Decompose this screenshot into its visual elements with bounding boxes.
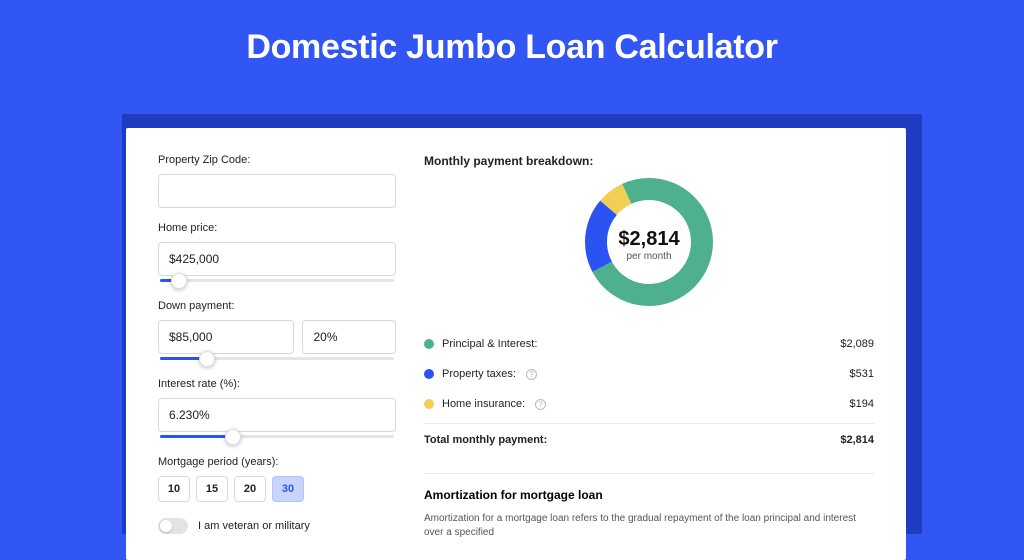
breakdown-column: Monthly payment breakdown: $2,814 per mo…: [424, 154, 874, 540]
period-btn-30[interactable]: 30: [272, 476, 304, 502]
rate-slider[interactable]: [160, 435, 394, 438]
legend-row: Property taxes:? $531: [424, 359, 874, 389]
form-column: Property Zip Code: Home price: Down paym…: [158, 154, 396, 540]
period-field: Mortgage period (years): 10152030: [158, 456, 396, 502]
rate-input[interactable]: [158, 398, 396, 432]
rate-slider-fill: [160, 435, 233, 438]
down-amount-input[interactable]: [158, 320, 294, 354]
toggle-knob: [160, 520, 172, 532]
legend-label: Property taxes:: [442, 368, 516, 380]
total-value: $2,814: [840, 434, 874, 446]
info-icon[interactable]: ?: [526, 369, 537, 380]
legend-label: Principal & Interest:: [442, 338, 537, 350]
zip-input[interactable]: [158, 174, 396, 208]
down-slider-thumb[interactable]: [199, 351, 215, 367]
legend-value: $194: [850, 398, 874, 410]
veteran-label: I am veteran or military: [198, 520, 310, 532]
price-slider[interactable]: [160, 279, 394, 282]
info-icon[interactable]: ?: [535, 399, 546, 410]
amortization-text: Amortization for a mortgage loan refers …: [424, 512, 874, 540]
zip-field: Property Zip Code:: [158, 154, 396, 208]
down-slider[interactable]: [160, 357, 394, 360]
donut-amount: $2,814: [618, 228, 679, 251]
legend-dot: [424, 339, 434, 349]
down-label: Down payment:: [158, 300, 396, 312]
veteran-row: I am veteran or military: [158, 518, 396, 534]
down-pct-input[interactable]: [302, 320, 396, 354]
legend-list: Principal & Interest: $2,089 Property taxe…: [424, 329, 874, 419]
zip-label: Property Zip Code:: [158, 154, 396, 166]
down-field: Down payment:: [158, 300, 396, 354]
legend-left: Principal & Interest:: [424, 338, 537, 350]
legend-value: $2,089: [840, 338, 874, 350]
total-row: Total monthly payment: $2,814: [424, 423, 874, 455]
amortization-title: Amortization for mortgage loan: [424, 488, 874, 502]
period-btn-20[interactable]: 20: [234, 476, 266, 502]
legend-row: Home insurance:? $194: [424, 389, 874, 419]
legend-left: Property taxes:?: [424, 368, 537, 380]
rate-slider-thumb[interactable]: [225, 429, 241, 445]
price-label: Home price:: [158, 222, 396, 234]
period-btn-10[interactable]: 10: [158, 476, 190, 502]
legend-row: Principal & Interest: $2,089: [424, 329, 874, 359]
rate-field: Interest rate (%):: [158, 378, 396, 432]
legend-dot: [424, 399, 434, 409]
breakdown-title: Monthly payment breakdown:: [424, 154, 874, 168]
donut-center: $2,814 per month: [618, 228, 679, 262]
rate-label: Interest rate (%):: [158, 378, 396, 390]
donut-wrap: $2,814 per month: [424, 178, 874, 311]
period-buttons: 10152030: [158, 476, 396, 502]
period-label: Mortgage period (years):: [158, 456, 396, 468]
period-btn-15[interactable]: 15: [196, 476, 228, 502]
legend-dot: [424, 369, 434, 379]
legend-value: $531: [850, 368, 874, 380]
amortization-section: Amortization for mortgage loan Amortizat…: [424, 473, 874, 540]
price-input[interactable]: [158, 242, 396, 276]
price-field: Home price:: [158, 222, 396, 276]
legend-left: Home insurance:?: [424, 398, 546, 410]
page-title: Domestic Jumbo Loan Calculator: [0, 0, 1024, 85]
price-slider-thumb[interactable]: [171, 273, 187, 289]
calculator-card: Property Zip Code: Home price: Down paym…: [126, 128, 906, 560]
veteran-toggle[interactable]: [158, 518, 188, 534]
total-label: Total monthly payment:: [424, 434, 547, 446]
donut-sub: per month: [618, 251, 679, 262]
down-inputs-row: [158, 320, 396, 354]
legend-label: Home insurance:: [442, 398, 525, 410]
donut-container: $2,814 per month: [585, 178, 713, 311]
